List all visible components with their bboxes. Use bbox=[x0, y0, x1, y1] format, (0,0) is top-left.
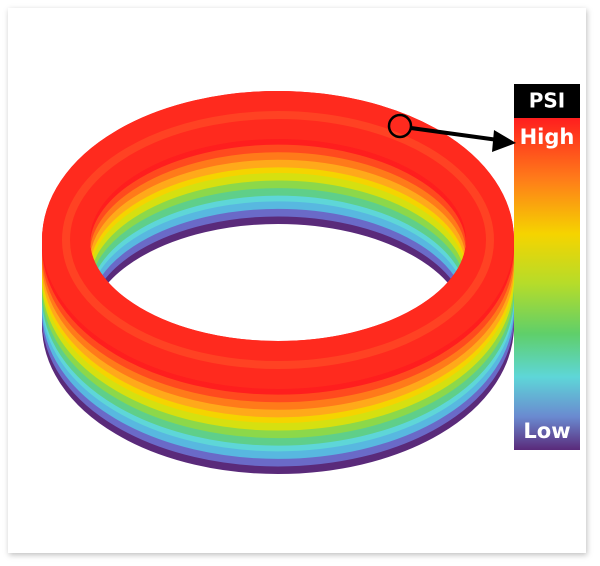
legend-high: High bbox=[520, 125, 575, 149]
arrow-head bbox=[492, 130, 516, 152]
pressure-ring bbox=[42, 91, 514, 474]
legend-low: Low bbox=[523, 419, 570, 443]
color-scale bbox=[514, 118, 580, 450]
legend-header bbox=[514, 84, 580, 118]
callout-arrow bbox=[410, 126, 499, 142]
ring-highlight bbox=[62, 111, 494, 369]
legend-title: PSI bbox=[529, 89, 566, 113]
callout bbox=[387, 113, 516, 152]
callout-circle bbox=[387, 113, 413, 139]
legend: PSI High Low bbox=[514, 84, 580, 450]
